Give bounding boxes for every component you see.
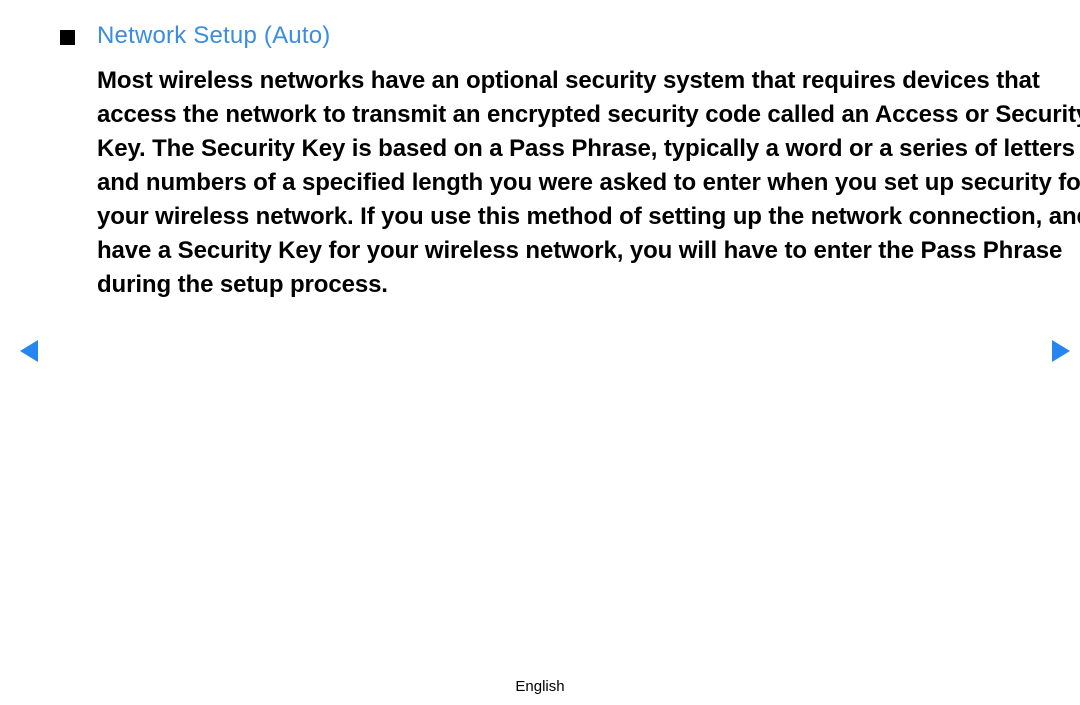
previous-page-arrow-icon[interactable] [20, 340, 38, 362]
heading-row: Network Setup (Auto) [60, 22, 1080, 50]
section-heading: Network Setup (Auto) [97, 22, 330, 50]
content-container: Network Setup (Auto) Most wireless netwo… [0, 0, 1080, 302]
next-page-arrow-icon[interactable] [1052, 340, 1070, 362]
footer-language-label: English [515, 678, 564, 695]
bullet-square-icon [60, 30, 75, 45]
body-paragraph: Most wireless networks have an optional … [97, 64, 1080, 302]
